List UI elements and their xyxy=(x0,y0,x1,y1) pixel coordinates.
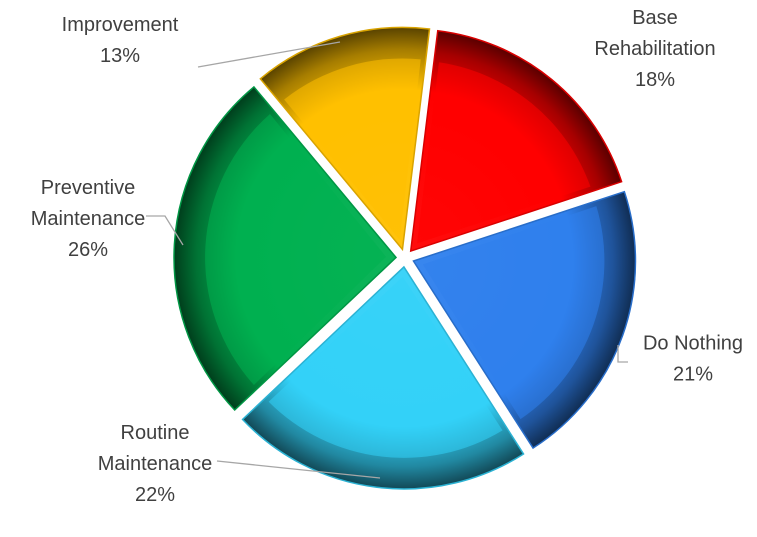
pie-slice-highlight-4 xyxy=(284,58,421,240)
leader-line-2 xyxy=(216,460,381,479)
slice-category-label: Do Nothing xyxy=(643,333,743,355)
slice-label-3: Preventive Maintenance 26% xyxy=(31,177,146,261)
slice-percent-label: 13% xyxy=(100,45,140,67)
pie-slice-highlight-0 xyxy=(417,62,591,244)
leader-lines-layer xyxy=(146,41,628,479)
labels-layer: Base Rehabilitation 18% Do Nothing 21% Routin… xyxy=(31,0,743,506)
slice-category-label: Improvement xyxy=(62,14,179,36)
pie-slice-highlight-3 xyxy=(205,114,387,385)
slice-label-1: Do Nothing 21% xyxy=(643,333,743,386)
slice-percent-label: 21% xyxy=(673,364,713,386)
leader-line-3 xyxy=(146,215,184,246)
slice-label-2: Routine Maintenance 22% xyxy=(98,422,213,506)
slice-percent-label: 22% xyxy=(135,484,175,506)
pie-slice-highlight-1 xyxy=(422,206,605,420)
slices-layer xyxy=(173,26,637,490)
slice-label-4: Structural Improvement 13% xyxy=(62,0,179,67)
pie-slice-highlight-2 xyxy=(268,276,503,458)
slice-category-label: Structural xyxy=(77,0,163,5)
slice-category-label: Base xyxy=(632,7,678,29)
slice-category-label: Preventive xyxy=(41,177,136,199)
slice-category-label: Maintenance xyxy=(31,208,146,230)
slice-label-0: Base Rehabilitation 18% xyxy=(594,7,715,91)
slice-percent-label: 26% xyxy=(68,239,108,261)
leader-line-1 xyxy=(617,345,628,363)
slice-category-label: Rehabilitation xyxy=(594,38,715,60)
leader-line-4 xyxy=(197,41,341,68)
slice-category-label: Maintenance xyxy=(98,453,213,475)
slice-category-label: Routine xyxy=(121,422,190,444)
slice-percent-label: 18% xyxy=(635,69,675,91)
